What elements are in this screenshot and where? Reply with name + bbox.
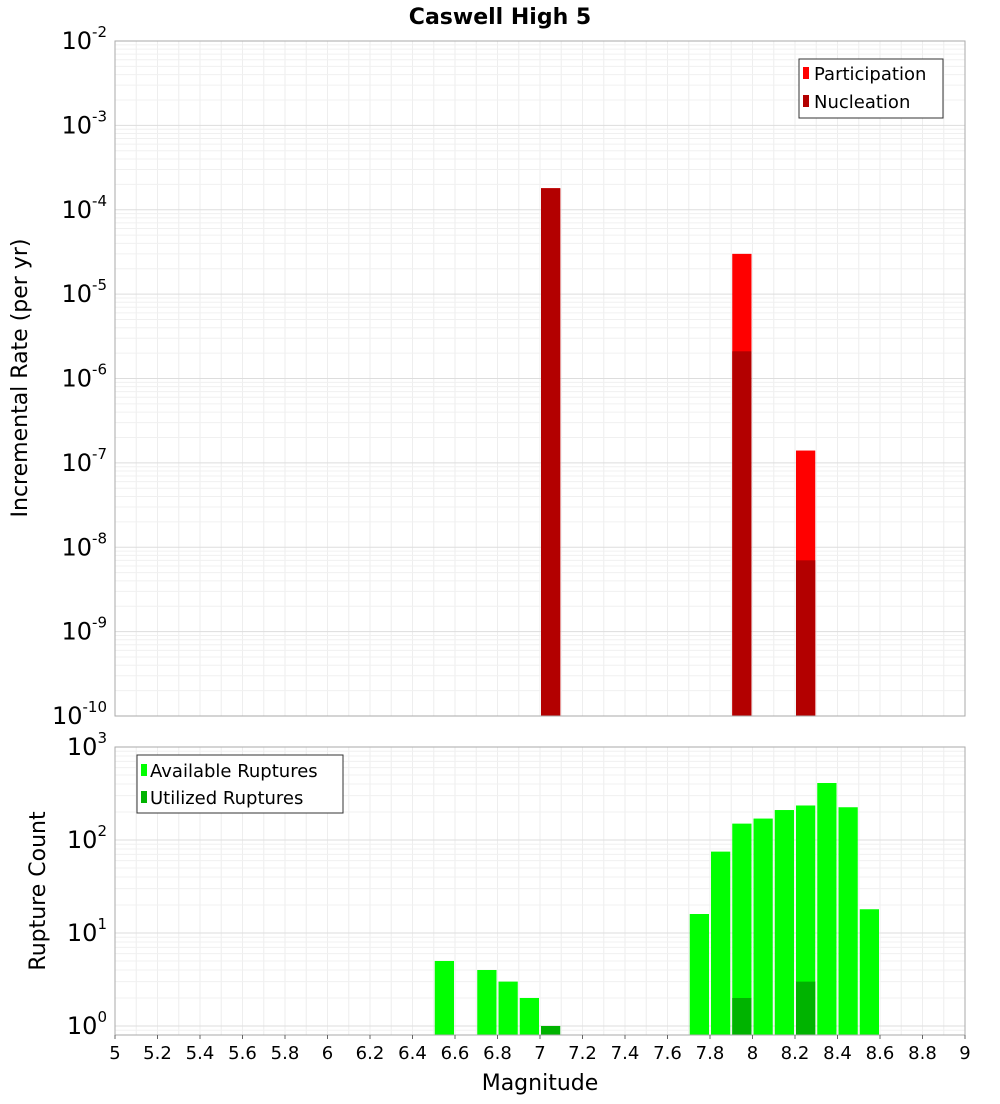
bar-available-ruptures: [689, 914, 709, 1035]
bottom-legend-box: [136, 754, 344, 814]
x-tick-label: 7.8: [696, 1043, 725, 1064]
legend-label-participation: Participation: [814, 64, 926, 85]
legend-label-available: Available Ruptures: [150, 761, 318, 782]
y-tick-label: 10-5: [61, 276, 107, 308]
y-tick-label: 10-9: [61, 614, 107, 646]
y-tick-label: 10-4: [61, 192, 107, 224]
bar-available-ruptures: [859, 909, 879, 1035]
top-plot-frame: [114, 40, 966, 717]
y-tick-label: 102: [67, 822, 107, 854]
top-bars: [541, 188, 816, 717]
x-tick-label: 7: [534, 1043, 545, 1064]
bar-utilized-ruptures: [541, 1025, 561, 1035]
legend-swatch-available: [141, 764, 147, 776]
y-tick-label: 10-10: [52, 698, 107, 730]
x-tick-label: 7.6: [653, 1043, 682, 1064]
bar-available-ruptures: [753, 818, 773, 1035]
x-tick-label: 8.2: [781, 1043, 810, 1064]
bar-available-ruptures: [434, 960, 454, 1035]
x-tick-label: 8.4: [823, 1043, 852, 1064]
legend-label-nucleation: Nucleation: [814, 92, 910, 113]
x-tick-label: 5: [109, 1043, 120, 1064]
x-tick-label: 5.2: [143, 1043, 172, 1064]
x-tick-label: 7.2: [568, 1043, 597, 1064]
x-tick-label: 6.4: [398, 1043, 427, 1064]
x-tick-label: 8.8: [908, 1043, 937, 1064]
x-tick-label: 6: [322, 1043, 333, 1064]
x-tick-label: 6.2: [356, 1043, 385, 1064]
x-tick-label: 5.8: [271, 1043, 300, 1064]
y-tick-label: 10-8: [61, 529, 107, 561]
bottom-legend: Available Ruptures Utilized Ruptures: [136, 754, 344, 814]
x-tick-label: 9: [959, 1043, 970, 1064]
top-legend-box: [798, 58, 944, 119]
x-tick-label: 5.4: [186, 1043, 215, 1064]
chart-title: Caswell High 5: [409, 5, 591, 30]
bar-available-ruptures: [711, 851, 731, 1035]
bar-available-ruptures: [732, 823, 752, 1035]
x-tick-label: 7.4: [611, 1043, 640, 1064]
bar-available-ruptures: [838, 807, 858, 1035]
x-tick-label: 6.8: [483, 1043, 512, 1064]
top-legend: Participation Nucleation: [798, 58, 944, 119]
bar-utilized-ruptures: [796, 981, 816, 1035]
y-tick-label: 10-6: [61, 361, 107, 393]
bar-available-ruptures: [477, 969, 497, 1035]
bottom-xticks: 5 5.2 5.4 5.6 5.8 6 6.2 6.4 6.6 6.8 7 7.2 7.4 7.6 7.8 8…: [109, 1035, 971, 1064]
bar-available-ruptures: [774, 810, 794, 1035]
bar-available-ruptures: [796, 805, 816, 1035]
y-tick-label: 10-7: [61, 445, 107, 477]
x-axis-label: Magnitude: [482, 1071, 599, 1096]
x-tick-label: 6.6: [441, 1043, 470, 1064]
y-tick-label: 101: [67, 915, 107, 947]
bar-nucleation: [796, 560, 816, 716]
top-yticks: 10-10 10-9 10-8 10-7 10-6 10-5 10-4 10-3 10-2: [52, 23, 107, 730]
bar-nucleation: [541, 188, 561, 717]
bar-available-ruptures: [498, 981, 518, 1035]
x-tick-label: 5.6: [228, 1043, 257, 1064]
top-grid: [114, 40, 966, 717]
bar-available-ruptures: [817, 783, 837, 1035]
x-tick-label: 8.6: [866, 1043, 895, 1064]
bar-available-ruptures: [519, 997, 539, 1035]
legend-swatch-utilized: [141, 791, 147, 803]
y-tick-label: 103: [67, 729, 107, 761]
legend-label-utilized: Utilized Ruptures: [150, 788, 303, 809]
x-tick-label: 8: [747, 1043, 758, 1064]
bar-utilized-ruptures: [732, 997, 752, 1035]
y-tick-label: 100: [67, 1008, 107, 1040]
bottom-yticks: 100 101 102 103: [67, 729, 107, 1040]
bottom-bars: [434, 783, 879, 1035]
bottom-y-axis-label: Rupture Count: [26, 811, 51, 971]
y-tick-label: 10-2: [61, 23, 107, 55]
legend-swatch-participation: [803, 67, 809, 79]
y-tick-label: 10-3: [61, 107, 107, 139]
bar-nucleation: [732, 351, 752, 716]
top-y-axis-label: Incremental Rate (per yr): [8, 239, 33, 518]
legend-swatch-nucleation: [803, 95, 809, 107]
